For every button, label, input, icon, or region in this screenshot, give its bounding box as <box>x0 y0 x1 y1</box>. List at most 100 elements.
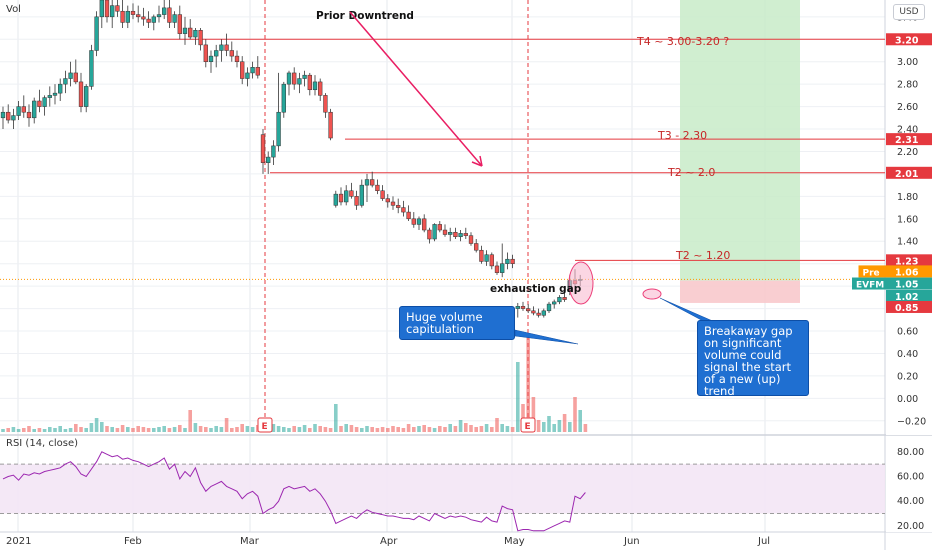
price-tick-label: 2.20 <box>897 147 918 158</box>
candle-body <box>11 115 16 121</box>
volume-bar <box>380 427 385 432</box>
volume-bar <box>230 428 234 432</box>
price-tick-label: 2.40 <box>897 125 918 136</box>
volume-bar <box>308 428 312 432</box>
candle-body <box>32 100 37 119</box>
candle-body <box>479 249 484 262</box>
time-axis-label: 2021 <box>6 536 31 547</box>
volume-bar <box>469 425 473 432</box>
volume-bar <box>110 427 114 432</box>
volume-bar <box>297 427 302 432</box>
candle-body <box>58 83 63 94</box>
rsi-tick-label: 60.00 <box>897 471 924 482</box>
currency-button[interactable]: USD <box>893 4 925 20</box>
time-axis-label: Apr <box>380 536 398 547</box>
rsi-band <box>0 464 885 514</box>
volume-bar <box>386 428 390 432</box>
volume-bar <box>484 424 489 432</box>
candle-body <box>37 100 42 107</box>
candle-body <box>505 258 510 264</box>
price-tag-text: EVFM <box>856 281 884 291</box>
time-axis-label: May <box>504 536 525 547</box>
price-tick-label: 2.80 <box>897 80 918 91</box>
volume-bar <box>271 424 276 432</box>
target-zones <box>680 0 800 303</box>
volume-bar <box>178 425 182 432</box>
volume-bar <box>438 426 442 432</box>
candle-body <box>370 179 375 186</box>
candle-body <box>172 14 177 23</box>
candle-body <box>541 310 546 316</box>
candle-body <box>546 303 552 312</box>
price-tick-label: 0.60 <box>897 327 918 338</box>
candle-body <box>89 50 94 87</box>
candle-body <box>302 74 307 79</box>
candle-body <box>276 111 281 147</box>
volume-bar <box>531 397 536 432</box>
volume-bar <box>204 427 208 432</box>
volume-bar <box>63 429 68 432</box>
candle-body <box>63 78 68 85</box>
candle-body <box>141 16 146 20</box>
candle-body <box>359 184 364 206</box>
candle-body <box>375 184 380 192</box>
earnings-marker-box <box>520 417 536 433</box>
candle-body <box>120 10 125 23</box>
candle-body <box>255 67 260 76</box>
price-label-bg <box>886 300 932 313</box>
candle-body <box>292 72 297 85</box>
volume-bar <box>328 428 333 432</box>
candle-body <box>323 95 328 113</box>
volume-bar <box>344 424 348 432</box>
candle-body <box>526 308 531 312</box>
volume-bar <box>183 428 187 432</box>
price-tick-label: 1.40 <box>897 237 918 248</box>
price-tick-label: 0.00 <box>897 394 918 405</box>
candle-body <box>281 83 286 113</box>
volume-bar <box>583 424 588 432</box>
price-label-bg <box>886 277 932 290</box>
candle-body <box>401 207 406 213</box>
volume-bar <box>552 424 556 432</box>
target-green-zone <box>680 0 800 281</box>
candle-body <box>188 27 193 38</box>
volume-bar <box>360 428 364 432</box>
prior-downtrend-label: Prior Downtrend <box>316 10 414 22</box>
volume-bar <box>313 424 317 432</box>
volume-bar <box>188 410 192 432</box>
volume-bar <box>48 427 52 432</box>
volume-bar <box>557 420 562 432</box>
price-tag-text: Pre <box>863 268 880 278</box>
volume-bar <box>370 427 374 432</box>
volume-bar <box>339 426 343 432</box>
volume-bar <box>126 427 130 432</box>
candle-body <box>208 55 214 62</box>
volume-bar <box>172 427 177 432</box>
candle-body <box>364 179 370 186</box>
volume-bar <box>214 426 218 432</box>
volume-bar <box>417 426 421 432</box>
price-label-text: 1.02 <box>895 292 918 303</box>
callout-breakaway-gap: Breakaway gap on significant volume coul… <box>697 320 809 397</box>
volume-bar <box>412 427 416 432</box>
volume-bar <box>152 428 156 432</box>
candle-body <box>307 74 312 91</box>
candle-body <box>151 16 156 23</box>
candle-body <box>562 297 567 300</box>
volume-bar <box>16 429 21 432</box>
volume-bar <box>578 410 582 432</box>
volume-bar <box>250 427 255 432</box>
candle-body <box>531 310 536 314</box>
breakaway-gap-circle <box>642 288 662 300</box>
candle-body <box>0 111 6 119</box>
candle-body <box>16 106 21 116</box>
rsi-tick-label: 40.00 <box>897 496 924 507</box>
candle-body <box>500 263 505 273</box>
price-label-text: 1.06 <box>895 267 919 278</box>
volume-bar <box>53 428 57 432</box>
candle-body <box>68 72 73 79</box>
candle-body <box>536 312 541 316</box>
candle-body <box>167 7 172 23</box>
volume-bar <box>464 423 468 432</box>
exhaustion-gap-label: exhaustion gap <box>490 283 582 295</box>
